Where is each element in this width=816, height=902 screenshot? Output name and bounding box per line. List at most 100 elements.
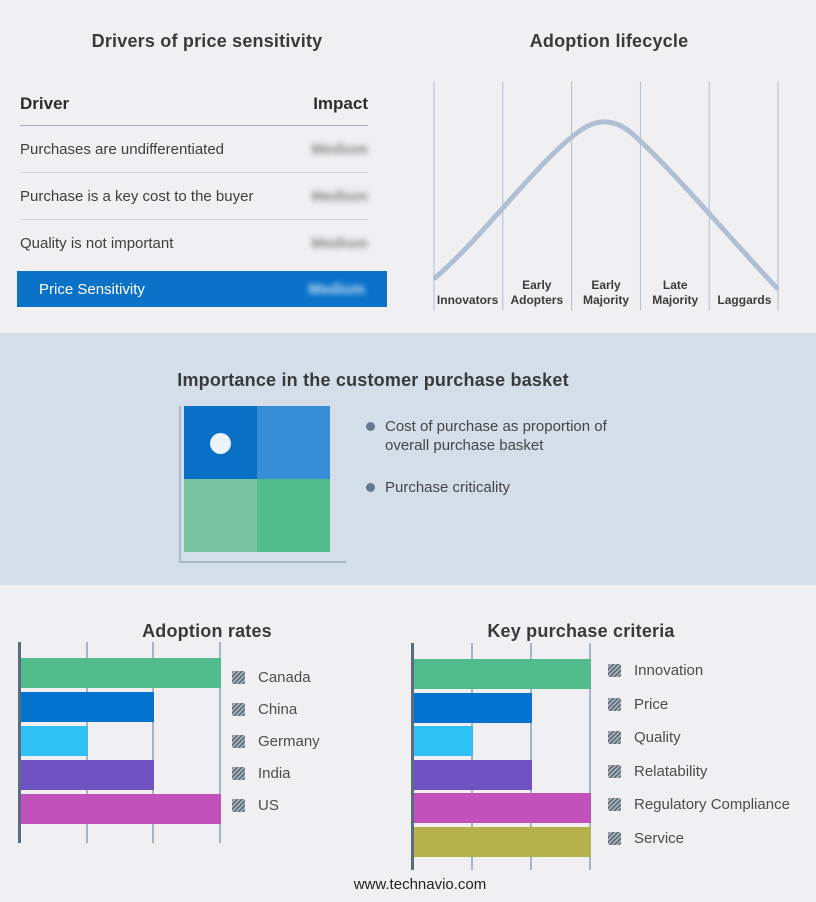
x-gridline xyxy=(219,642,221,843)
table-header: Driver Impact xyxy=(20,94,368,126)
legend-item: Quality xyxy=(608,721,790,755)
driver-rows: Purchases are undifferentiated Medium Purc… xyxy=(20,126,368,266)
bar-innovation xyxy=(414,659,591,689)
legend-swatch-icon xyxy=(608,831,621,845)
price-sensitivity-summary-bar: Price Sensitivity Medium xyxy=(17,271,387,307)
legend-swatch-icon xyxy=(608,664,621,678)
price-sensitivity-title: Drivers of price sensitivity xyxy=(91,30,323,51)
x-gridline xyxy=(530,643,532,870)
summary-label: Price Sensitivity xyxy=(39,280,145,298)
lifecycle-stage-label: Laggards xyxy=(717,293,772,307)
driver-row: Quality is not important Medium xyxy=(20,220,368,266)
lifecycle-stage-labels: Innovators Early Adopters Early Majority La… xyxy=(433,274,779,308)
driver-row: Purchase is a key cost to the buyer Mediu… xyxy=(20,173,368,220)
legend-item: Price xyxy=(608,688,790,722)
basket-bullet-list: Cost of purchase as proportion of overal… xyxy=(366,417,628,520)
x-gridline xyxy=(589,643,591,870)
bullet-item: Cost of purchase as proportion of overal… xyxy=(366,417,628,455)
lifecycle-curve xyxy=(433,119,779,291)
adoption-rates-legend: Canada China Germany India US xyxy=(232,661,320,821)
basket-x-axis xyxy=(179,561,346,563)
bullet-item: Purchase criticality xyxy=(366,478,628,497)
driver-cell: Quality is not important xyxy=(20,234,174,252)
summary-impact-value: Medium xyxy=(308,280,365,298)
legend-label: Germany xyxy=(258,732,320,750)
legend-item: Germany xyxy=(232,725,320,757)
adoption-lifecycle-chart xyxy=(433,82,779,310)
legend-item: Regulatory Compliance xyxy=(608,788,790,822)
quadrant-top-right xyxy=(257,406,330,479)
bar-relatability xyxy=(414,759,532,790)
legend-swatch-icon xyxy=(232,734,245,748)
position-marker-dot xyxy=(210,433,231,454)
bullet-text: Cost of purchase as proportion of overal… xyxy=(385,418,607,454)
legend-label: Canada xyxy=(258,668,311,686)
lifecycle-stage-label: Late Majority xyxy=(652,278,699,307)
legend-item: Service xyxy=(608,822,790,856)
y-axis xyxy=(411,643,414,870)
driver-cell: Purchase is a key cost to the buyer xyxy=(20,187,254,205)
legend-swatch-icon xyxy=(232,766,245,780)
bar-india xyxy=(21,760,155,790)
basket-y-axis xyxy=(179,406,181,563)
key-purchase-criteria-legend: Innovation Price Quality Relatability Regula… xyxy=(608,654,790,855)
legend-item: Relatability xyxy=(608,755,790,789)
legend-item: China xyxy=(232,693,320,725)
driver-cell: Purchases are undifferentiated xyxy=(20,140,225,158)
driver-column-header: Driver xyxy=(20,94,70,113)
legend-label: US xyxy=(258,796,279,814)
key-purchase-criteria-chart xyxy=(411,643,591,870)
legend-label: Relatability xyxy=(634,762,708,780)
legend-swatch-icon xyxy=(608,731,621,745)
purchase-basket-band xyxy=(0,333,816,585)
legend-label: Regulatory Compliance xyxy=(634,796,790,814)
lifecycle-stage-label: Innovators xyxy=(436,293,499,307)
bar-price xyxy=(414,692,532,723)
legend-swatch-icon xyxy=(232,798,245,812)
legend-label: China xyxy=(258,700,298,718)
driver-row: Purchases are undifferentiated Medium xyxy=(20,126,368,173)
key-purchase-criteria-title: Key purchase criteria xyxy=(487,620,675,641)
lifecycle-stage-label: Early Majority xyxy=(583,278,630,307)
purchase-basket-quadrant xyxy=(184,406,330,552)
bullet-dot-icon xyxy=(366,483,375,492)
bar-regulatory-compliance xyxy=(414,793,591,823)
purchase-basket-title: Importance in the customer purchase bask… xyxy=(177,369,569,390)
quadrant-bottom-left xyxy=(184,479,257,552)
legend-label: India xyxy=(258,764,291,782)
adoption-rates-chart xyxy=(18,642,221,843)
legend-swatch-icon xyxy=(232,702,245,716)
legend-item: US xyxy=(232,789,320,821)
bar-china xyxy=(21,692,155,722)
impact-cell: Medium xyxy=(311,187,368,205)
bar-canada xyxy=(21,658,221,688)
legend-swatch-icon xyxy=(232,670,245,684)
bullet-text: Purchase criticality xyxy=(385,479,511,496)
legend-swatch-icon xyxy=(608,764,621,778)
quadrant-bottom-right xyxy=(257,479,330,552)
bar-germany xyxy=(21,726,88,756)
adoption-lifecycle-title: Adoption lifecycle xyxy=(529,30,689,51)
website-url: www.technavio.com xyxy=(353,876,487,893)
legend-item: Canada xyxy=(232,661,320,693)
adoption-rates-title: Adoption rates xyxy=(142,620,272,641)
lifecycle-stage-label: Early Adopters xyxy=(510,278,564,307)
bar-quality xyxy=(414,726,473,756)
legend-swatch-icon xyxy=(608,798,621,812)
x-gridline xyxy=(471,643,473,870)
legend-label: Innovation xyxy=(634,662,704,680)
bar-us xyxy=(21,794,221,824)
legend-label: Price xyxy=(634,695,669,713)
legend-item: India xyxy=(232,757,320,789)
impact-cell: Medium xyxy=(311,234,368,252)
bullet-dot-icon xyxy=(366,422,375,431)
impact-cell: Medium xyxy=(311,140,368,158)
bar-service xyxy=(414,826,591,857)
impact-column-header: Impact xyxy=(313,94,368,113)
legend-item: Innovation xyxy=(608,654,790,688)
legend-label: Service xyxy=(634,829,685,847)
legend-swatch-icon xyxy=(608,697,621,711)
y-axis xyxy=(18,642,21,843)
price-sensitivity-table: Driver Impact Purchases are undifferenti… xyxy=(20,94,368,266)
